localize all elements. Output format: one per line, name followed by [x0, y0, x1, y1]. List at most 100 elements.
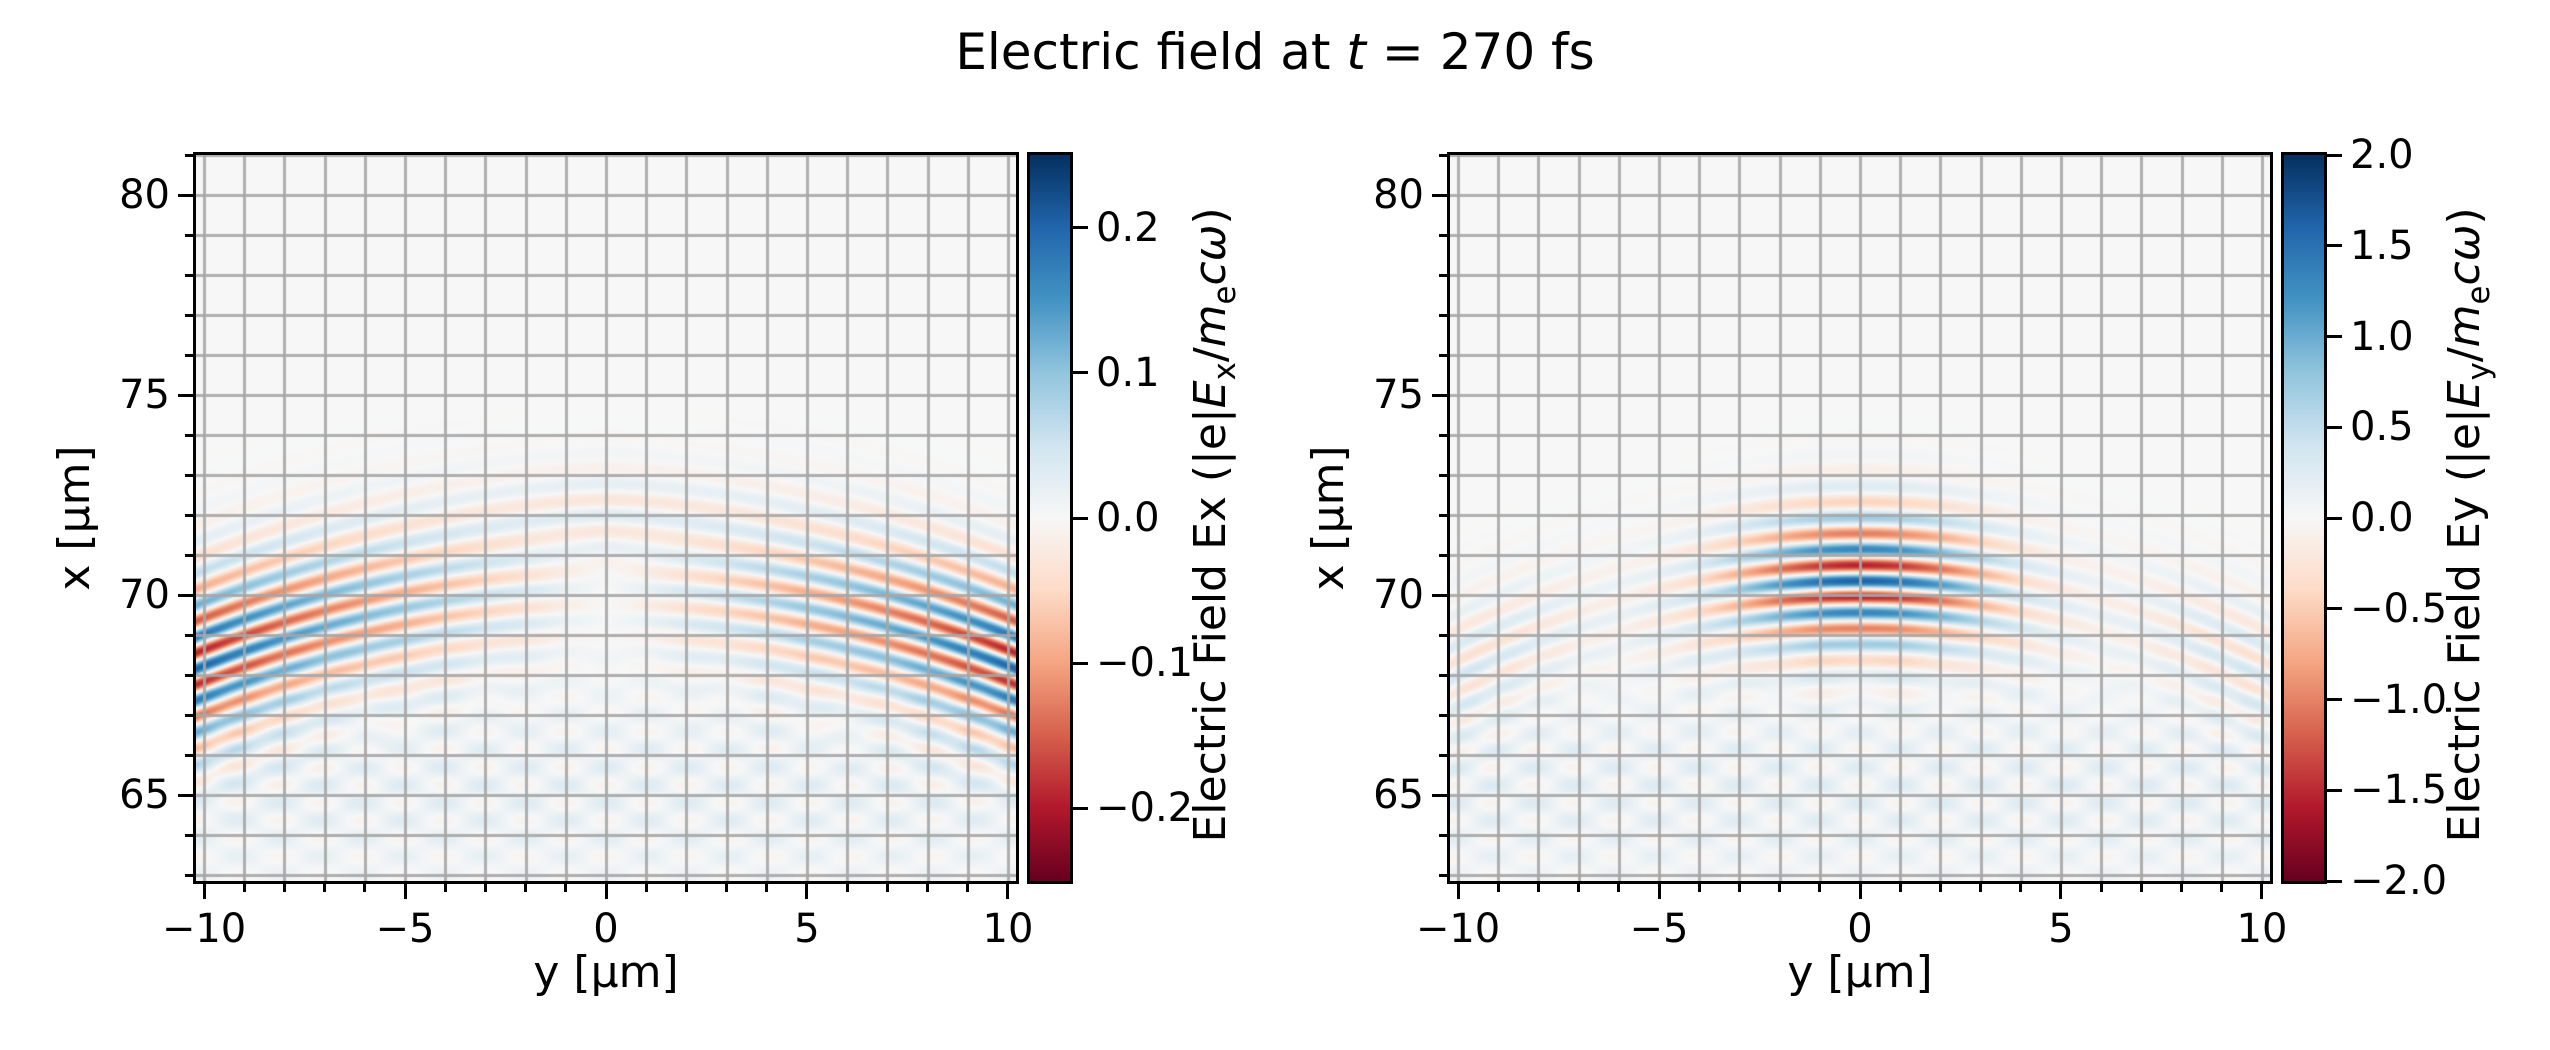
x-tick-minor [1737, 884, 1741, 892]
x-tick-label: 5 [794, 906, 820, 952]
colorbar-tick-label: −1.5 [2350, 767, 2448, 814]
x-tick-major [1006, 884, 1010, 899]
x-tick-label: 10 [982, 906, 1034, 952]
x-tick-major [2260, 884, 2264, 899]
x-tick-minor [885, 884, 889, 892]
x-tick-minor [1536, 884, 1540, 892]
colorbar-tick [1073, 371, 1088, 375]
ex-x-axis-label: y [μm] [533, 947, 679, 998]
x-tick-major [1456, 884, 1460, 899]
ey-field-heatmap [1447, 152, 2273, 884]
y-tick-major [178, 193, 193, 197]
x-tick-major [1657, 884, 1661, 899]
y-tick-label: 70 [119, 572, 170, 618]
x-tick-minor [524, 884, 528, 892]
y-tick-minor [1439, 673, 1447, 677]
x-tick-major [2059, 884, 2063, 899]
y-tick-minor [185, 513, 193, 517]
x-tick-minor [725, 884, 729, 892]
x-tick-label: 0 [593, 906, 619, 952]
colorbar-tick [1073, 226, 1088, 230]
x-tick-minor [684, 884, 688, 892]
x-tick-minor [1979, 884, 1983, 892]
x-tick-major [805, 884, 809, 899]
y-tick-minor [1439, 313, 1447, 317]
y-tick-minor [185, 753, 193, 757]
colorbar-tick-label: 0.1 [1096, 349, 1160, 396]
y-tick-minor [185, 873, 193, 877]
y-tick-major [1432, 593, 1447, 597]
y-tick-major [178, 593, 193, 597]
y-tick-label: 70 [1373, 572, 1424, 618]
colorbar-tick [2327, 335, 2342, 338]
x-tick-label: 5 [2048, 906, 2074, 952]
y-tick-minor [1439, 513, 1447, 517]
colorbar-tick-label: −2.0 [2350, 858, 2448, 904]
colorbar-tick [1073, 806, 1088, 810]
colorbar-tick [2327, 698, 2342, 701]
x-tick-label: −10 [161, 906, 247, 952]
y-tick-minor [1439, 833, 1447, 837]
y-tick-minor [185, 153, 193, 157]
colorbar-tick-label: 1.0 [2350, 313, 2414, 360]
x-tick-minor [363, 884, 367, 892]
x-tick-major [604, 884, 608, 899]
x-tick-minor [845, 884, 849, 892]
x-tick-major [403, 884, 407, 899]
y-tick-minor [1439, 273, 1447, 277]
y-tick-minor [185, 633, 193, 637]
x-tick-minor [2099, 884, 2103, 892]
x-tick-minor [2139, 884, 2143, 892]
y-tick-minor [185, 273, 193, 277]
y-tick-label: 75 [1373, 372, 1424, 418]
x-tick-label: −5 [375, 906, 435, 952]
x-tick-minor [1617, 884, 1621, 892]
y-tick-major [1432, 393, 1447, 397]
x-tick-minor [644, 884, 648, 892]
y-tick-minor [1439, 553, 1447, 557]
y-tick-minor [1439, 433, 1447, 437]
y-tick-minor [185, 473, 193, 477]
x-tick-minor [2180, 884, 2184, 892]
x-tick-minor [926, 884, 930, 892]
y-tick-minor [1439, 153, 1447, 157]
x-tick-minor [1818, 884, 1822, 892]
y-tick-minor [185, 833, 193, 837]
x-tick-minor [1778, 884, 1782, 892]
colorbar-tick-label: 0.2 [1096, 204, 1160, 251]
colorbar-tick-label: −0.2 [1096, 785, 1194, 832]
ex-field-heatmap [193, 152, 1019, 884]
x-tick-minor [483, 884, 487, 892]
x-tick-label: 10 [2236, 906, 2288, 952]
colorbar-tick-label: 1.5 [2350, 222, 2414, 269]
ex-colorbar [1027, 152, 1073, 884]
y-tick-label: 75 [119, 372, 170, 418]
y-tick-minor [1439, 633, 1447, 637]
y-tick-minor [185, 313, 193, 317]
x-tick-minor [2220, 884, 2224, 892]
y-tick-major [178, 393, 193, 397]
y-tick-minor [1439, 473, 1447, 477]
x-tick-minor [2019, 884, 2023, 892]
x-tick-major [1858, 884, 1862, 899]
x-tick-minor [323, 884, 327, 892]
x-tick-minor [1938, 884, 1942, 892]
y-tick-minor [1439, 233, 1447, 237]
y-tick-major [178, 793, 193, 797]
colorbar-tick-label: 2.0 [2350, 132, 2414, 178]
x-tick-minor [966, 884, 970, 892]
colorbar-tick [2327, 607, 2342, 611]
x-tick-minor [242, 884, 246, 892]
y-tick-label: 65 [119, 772, 170, 818]
x-tick-minor [564, 884, 568, 892]
x-tick-minor [282, 884, 286, 892]
colorbar-tick [1073, 516, 1088, 520]
y-tick-major [1432, 793, 1447, 797]
colorbar-tick-label: −0.5 [2350, 585, 2448, 632]
y-tick-label: 80 [1373, 172, 1424, 218]
x-tick-major [202, 884, 206, 899]
figure-title: Electric field at t = 270 fs [955, 23, 1595, 81]
x-tick-minor [1898, 884, 1902, 892]
colorbar-tick [2327, 153, 2342, 157]
